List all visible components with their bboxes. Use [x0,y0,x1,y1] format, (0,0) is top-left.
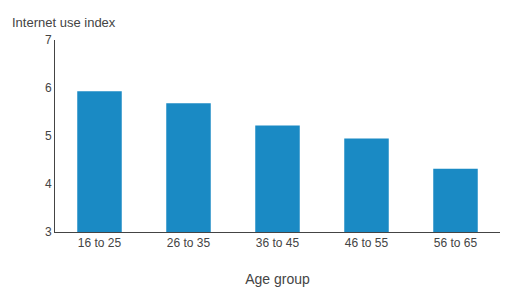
svg-text:46 to 55: 46 to 55 [345,236,389,250]
svg-text:3: 3 [45,225,52,239]
svg-text:4: 4 [45,177,52,191]
svg-text:7: 7 [45,33,52,47]
svg-text:Age group: Age group [245,271,310,287]
svg-text:Internet use index: Internet use index [12,15,116,30]
svg-text:36 to 45: 36 to 45 [256,236,300,250]
svg-text:16 to 25: 16 to 25 [78,236,122,250]
svg-text:6: 6 [45,81,52,95]
svg-text:5: 5 [45,129,52,143]
svg-text:56 to 65: 56 to 65 [434,236,478,250]
svg-text:26 to 35: 26 to 35 [167,236,211,250]
